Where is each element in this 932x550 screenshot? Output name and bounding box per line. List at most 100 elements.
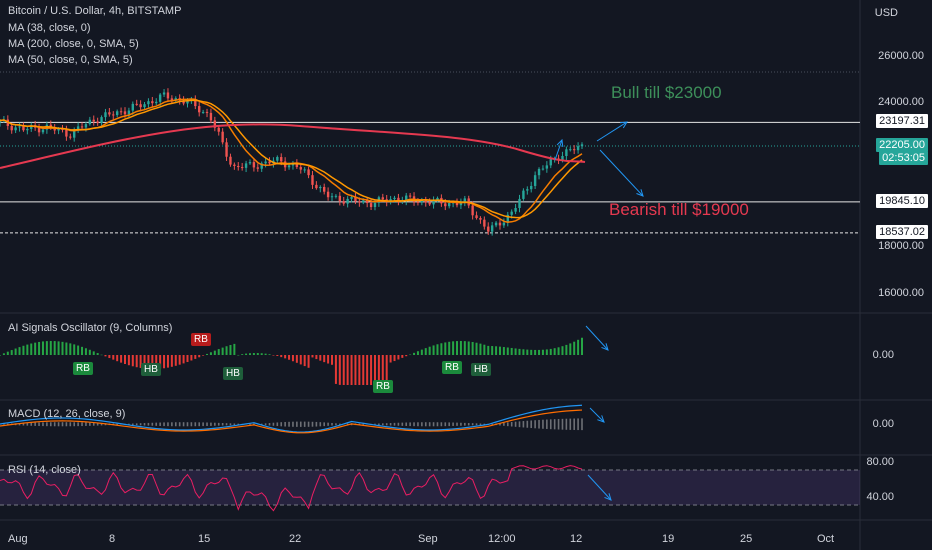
macd-histogram-bar [206, 422, 208, 426]
macd-histogram-bar [471, 423, 474, 426]
ai-column [358, 355, 361, 385]
macd-histogram-bar [159, 422, 161, 426]
macd-histogram-bar [249, 423, 251, 425]
macd-histogram-bar [573, 418, 575, 430]
currency-label: USD [874, 7, 898, 19]
candle [287, 165, 291, 168]
candle [459, 202, 463, 206]
candle [494, 222, 498, 226]
candle [572, 149, 576, 151]
x-tick: Sep [418, 533, 438, 545]
candle [244, 163, 248, 168]
rsi-title[interactable]: RSI (14, close) [8, 464, 81, 476]
macd-histogram-bar [233, 423, 236, 426]
ai-column [284, 355, 287, 359]
macd-title[interactable]: MACD (12, 26, close, 9) [8, 408, 126, 420]
macd-histogram-bar [190, 422, 193, 427]
ai-column [366, 355, 369, 385]
candle [381, 197, 384, 200]
ai-column [6, 351, 9, 355]
indicator-ma200[interactable]: MA (200, close, 0, SMA, 5) [8, 38, 139, 50]
macd-histogram-bar [100, 423, 103, 426]
x-tick: 8 [109, 533, 116, 545]
ai-column [96, 353, 99, 355]
candle [393, 197, 396, 200]
macd-histogram-bar [506, 422, 509, 427]
ai-column [483, 344, 486, 355]
ai-column [0, 355, 1, 356]
macd-signal-line [0, 409, 583, 434]
ai-column [448, 341, 451, 355]
ai-column [61, 341, 64, 355]
ai-column [389, 355, 392, 363]
macd-histogram-bar [577, 418, 579, 431]
ai-column [22, 345, 25, 355]
macd-histogram-bar [339, 423, 341, 425]
ai-column [198, 355, 201, 358]
macd-line [0, 404, 583, 433]
candle [487, 226, 490, 232]
ai-column [155, 355, 158, 369]
macd-histogram-bar [514, 421, 517, 427]
rsi-line [0, 465, 583, 512]
indicator-ma50[interactable]: MA (50, close, 0, SMA, 5) [8, 54, 133, 66]
ai-oscillator-title[interactable]: AI Signals Oscillator (9, Columns) [8, 322, 173, 334]
ai-column [373, 355, 376, 385]
signal-tag[interactable]: HB [141, 363, 161, 376]
signal-tag[interactable]: HB [223, 367, 243, 380]
candle [104, 112, 107, 118]
ai-column [45, 341, 48, 355]
ai-column [428, 346, 431, 355]
ai-column [252, 353, 255, 355]
ai-column [299, 355, 302, 365]
ai-column [217, 349, 220, 355]
candle [436, 197, 439, 200]
signal-tag[interactable]: RB [73, 362, 93, 375]
candle [338, 195, 342, 202]
ai-column [432, 345, 435, 355]
signal-tag[interactable]: HB [471, 363, 491, 376]
macd-histogram-bar [65, 422, 68, 427]
candle [537, 168, 541, 176]
macd-histogram-bar [538, 419, 540, 429]
indicator-ma38[interactable]: MA (38, close, 0) [8, 22, 91, 34]
ai-column [475, 342, 478, 355]
macd-histogram-bar [503, 422, 505, 426]
macd-histogram-bar [128, 423, 130, 425]
ai-column [436, 344, 439, 355]
signal-tag[interactable]: RB [373, 380, 393, 393]
ma200-line [0, 123, 586, 169]
ai-column [170, 355, 173, 367]
candle [334, 195, 338, 197]
macd-histogram-bar [546, 419, 548, 429]
candle [201, 111, 205, 113]
candle [198, 106, 201, 113]
macd-histogram-bar [280, 422, 283, 427]
ai-column [416, 351, 419, 355]
candle [26, 128, 29, 131]
bear-annotation[interactable]: Bearish till $19000 [609, 200, 749, 219]
macd-histogram-bar [198, 422, 201, 427]
macd-histogram-bar [34, 422, 36, 426]
candle [22, 126, 25, 131]
signal-tag[interactable]: RB [191, 333, 211, 346]
macd-histogram-bar [237, 423, 240, 425]
macd-histogram-bar [409, 422, 411, 427]
macd-histogram-bar [296, 421, 298, 427]
ai-column [151, 355, 154, 369]
ai-column [159, 355, 162, 369]
macd-histogram-bar [214, 422, 216, 426]
ai-column [73, 344, 76, 355]
candle [373, 202, 377, 207]
candle [18, 126, 21, 128]
macd-histogram-bar [85, 422, 87, 426]
macd-histogram-bar [421, 422, 423, 427]
bull-annotation[interactable]: Bull till $23000 [611, 83, 722, 102]
candle [315, 184, 318, 189]
signal-tag[interactable]: RB [442, 361, 462, 374]
ai-column [84, 348, 87, 355]
ai-column [77, 345, 80, 355]
candle [483, 219, 486, 227]
ai-column [315, 355, 318, 360]
